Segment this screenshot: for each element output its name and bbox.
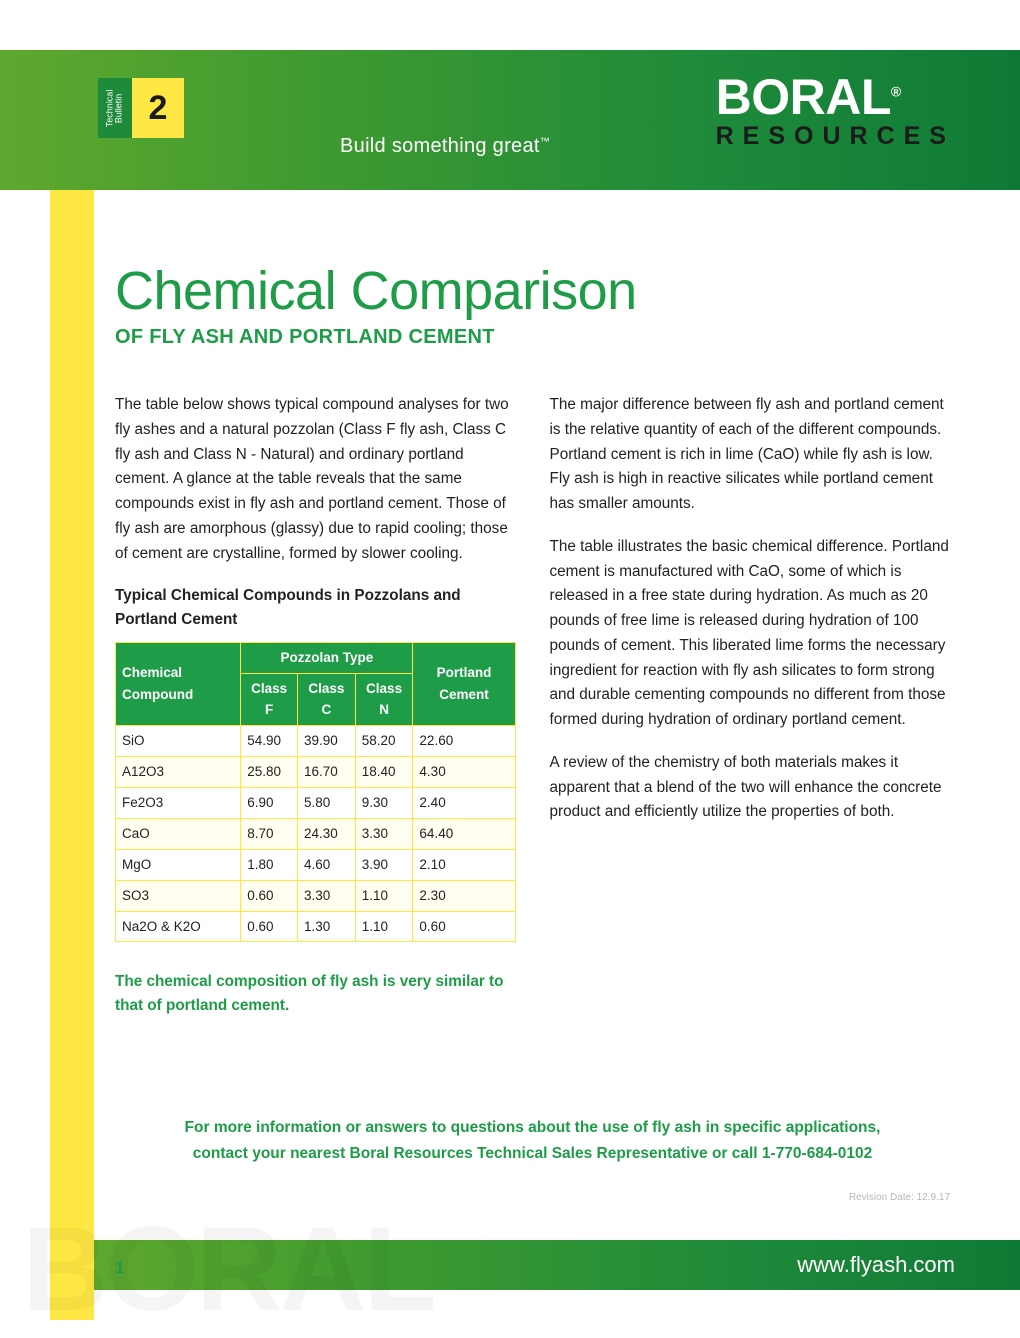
- badge-left: TechnicalBulletin: [98, 78, 132, 138]
- th-compound: Chemical Compound: [116, 642, 241, 726]
- page: TechnicalBulletin 2 Build something grea…: [0, 0, 1020, 1320]
- left-column: The table below shows typical compound a…: [115, 393, 516, 1018]
- intro-paragraph: The table below shows typical compound a…: [115, 393, 516, 566]
- cta-line1: For more information or answers to quest…: [115, 1115, 950, 1141]
- paragraph: The table illustrates the basic chemical…: [550, 535, 951, 733]
- page-subtitle: OF FLY ASH AND PORTLAND CEMENT: [115, 326, 950, 349]
- bulletin-badge: TechnicalBulletin 2: [98, 78, 184, 138]
- footer-band: www.flyash.com: [94, 1240, 1020, 1290]
- th-class-n: Class N: [355, 673, 413, 726]
- chemical-table: Chemical Compound Pozzolan Type Portland…: [115, 642, 516, 943]
- th-class-f: Class F: [241, 673, 298, 726]
- table-title: Typical Chemical Compounds in Pozzolans …: [115, 584, 516, 631]
- table-row: Na2O & K2O 0.60 1.30 1.10 0.60: [116, 911, 516, 942]
- contact-cta: For more information or answers to quest…: [115, 1115, 950, 1166]
- table-row: SO3 0.60 3.30 1.10 2.30: [116, 880, 516, 911]
- cta-line2: contact your nearest Boral Resources Tec…: [115, 1141, 950, 1167]
- content: Chemical Comparison OF FLY ASH AND PORTL…: [115, 260, 950, 1018]
- yellow-sidebar: [50, 190, 94, 1320]
- badge-left-text: TechnicalBulletin: [106, 89, 125, 127]
- logo-top: BORAL®: [716, 75, 955, 120]
- highlight-note: The chemical composition of fly ash is v…: [115, 970, 516, 1017]
- logo-bottom: RESOURCES: [716, 122, 955, 151]
- page-number: 1: [115, 1258, 124, 1278]
- paragraph: A review of the chemistry of both materi…: [550, 751, 951, 825]
- table-row: SiO 54.90 39.90 58.20 22.60: [116, 726, 516, 757]
- table-body: SiO 54.90 39.90 58.20 22.60 A12O3 25.80 …: [116, 726, 516, 942]
- table-row: Fe2O3 6.90 5.80 9.30 2.40: [116, 788, 516, 819]
- badge-number: 2: [132, 78, 184, 138]
- brand-logo: BORAL® RESOURCES: [716, 75, 955, 151]
- paragraph: The major difference between fly ash and…: [550, 393, 951, 517]
- right-column: The major difference between fly ash and…: [550, 393, 951, 1018]
- two-columns: The table below shows typical compound a…: [115, 393, 950, 1018]
- table-row: A12O3 25.80 16.70 18.40 4.30: [116, 757, 516, 788]
- page-title: Chemical Comparison: [115, 260, 950, 322]
- table-row: CaO 8.70 24.30 3.30 64.40: [116, 818, 516, 849]
- th-pozzolan: Pozzolan Type: [241, 642, 413, 673]
- footer-url: www.flyash.com: [797, 1252, 955, 1278]
- table-row: MgO 1.80 4.60 3.90 2.10: [116, 849, 516, 880]
- th-class-c: Class C: [298, 673, 356, 726]
- revision-date: Revision Date: 12.9.17: [849, 1192, 950, 1203]
- tagline: Build something great™: [340, 135, 550, 158]
- th-portland: Portland Cement: [413, 642, 515, 726]
